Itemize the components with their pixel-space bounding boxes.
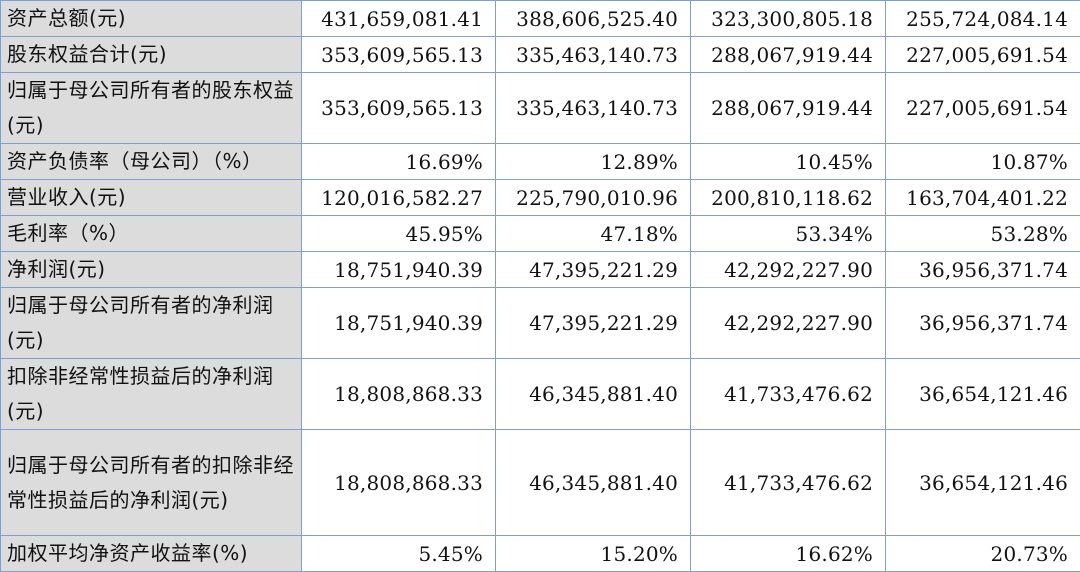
table-cell: 12.89% [496, 144, 691, 180]
table-cell: 18,751,940.39 [302, 252, 496, 288]
table-cell: 53.34% [691, 216, 886, 252]
table-cell: 47,395,221.29 [496, 288, 691, 359]
table-cell: 36,654,121.46 [886, 359, 1080, 430]
row-label: 资产负债率（母公司）（%） [1, 144, 302, 180]
table-cell: 16.69% [302, 144, 496, 180]
row-label: 毛利率（%） [1, 216, 302, 252]
table-row: 营业收入(元) 120,016,582.27 225,790,010.96 20… [1, 180, 1080, 216]
row-label: 资产总额(元) [1, 1, 302, 37]
table-cell: 53.28% [886, 216, 1080, 252]
table-cell: 42,292,227.90 [691, 288, 886, 359]
row-label: 股东权益合计(元) [1, 37, 302, 73]
table-cell: 45.95% [302, 216, 496, 252]
table-cell: 18,808,868.33 [302, 359, 496, 430]
table-cell: 41,733,476.62 [691, 430, 886, 536]
table-cell: 120,016,582.27 [302, 180, 496, 216]
table-cell: 15.20% [496, 536, 691, 572]
table-cell: 46,345,881.40 [496, 359, 691, 430]
table-cell: 36,654,121.46 [886, 430, 1080, 536]
table-cell: 288,067,919.44 [691, 37, 886, 73]
table-row: 归属于母公司所有者的净利润(元) 18,751,940.39 47,395,22… [1, 288, 1080, 359]
table-cell: 225,790,010.96 [496, 180, 691, 216]
table-cell: 353,609,565.13 [302, 73, 496, 144]
row-label: 加权平均净资产收益率(%) [1, 536, 302, 572]
table-row: 毛利率（%） 45.95% 47.18% 53.34% 53.28% [1, 216, 1080, 252]
table-cell: 200,810,118.62 [691, 180, 886, 216]
table-row: 资产总额(元) 431,659,081.41 388,606,525.40 32… [1, 1, 1080, 37]
table-row: 净利润(元) 18,751,940.39 47,395,221.29 42,29… [1, 252, 1080, 288]
table-cell: 18,751,940.39 [302, 288, 496, 359]
table-cell: 163,704,401.22 [886, 180, 1080, 216]
table-cell: 47.18% [496, 216, 691, 252]
table-row: 归属于母公司所有者的扣除非经常性损益后的净利润(元) 18,808,868.33… [1, 430, 1080, 536]
table-cell: 41,733,476.62 [691, 359, 886, 430]
table-cell: 323,300,805.18 [691, 1, 886, 37]
table-cell: 42,292,227.90 [691, 252, 886, 288]
table-cell: 10.87% [886, 144, 1080, 180]
table-cell: 227,005,691.54 [886, 37, 1080, 73]
table-row: 股东权益合计(元) 353,609,565.13 335,463,140.73 … [1, 37, 1080, 73]
table-cell: 36,956,371.74 [886, 288, 1080, 359]
table-row: 扣除非经常性损益后的净利润(元) 18,808,868.33 46,345,88… [1, 359, 1080, 430]
row-label: 营业收入(元) [1, 180, 302, 216]
table-cell: 335,463,140.73 [496, 73, 691, 144]
table-cell: 255,724,084.14 [886, 1, 1080, 37]
table-cell: 46,345,881.40 [496, 430, 691, 536]
table-cell: 16.62% [691, 536, 886, 572]
table-cell: 388,606,525.40 [496, 1, 691, 37]
table-row: 加权平均净资产收益率(%) 5.45% 15.20% 16.62% 20.73% [1, 536, 1080, 572]
table-cell: 227,005,691.54 [886, 73, 1080, 144]
row-label: 净利润(元) [1, 252, 302, 288]
table-cell: 431,659,081.41 [302, 1, 496, 37]
row-label: 归属于母公司所有者的股东权益(元) [1, 73, 302, 144]
table-cell: 10.45% [691, 144, 886, 180]
row-label: 归属于母公司所有者的净利润(元) [1, 288, 302, 359]
table-cell: 20.73% [886, 536, 1080, 572]
table-cell: 36,956,371.74 [886, 252, 1080, 288]
row-label: 归属于母公司所有者的扣除非经常性损益后的净利润(元) [1, 430, 302, 536]
table-cell: 288,067,919.44 [691, 73, 886, 144]
table-cell: 353,609,565.13 [302, 37, 496, 73]
table-cell: 18,808,868.33 [302, 430, 496, 536]
table-row: 归属于母公司所有者的股东权益(元) 353,609,565.13 335,463… [1, 73, 1080, 144]
table-cell: 335,463,140.73 [496, 37, 691, 73]
row-label: 扣除非经常性损益后的净利润(元) [1, 359, 302, 430]
table-cell: 47,395,221.29 [496, 252, 691, 288]
table-row: 资产负债率（母公司）（%） 16.69% 12.89% 10.45% 10.87… [1, 144, 1080, 180]
table-cell: 5.45% [302, 536, 496, 572]
